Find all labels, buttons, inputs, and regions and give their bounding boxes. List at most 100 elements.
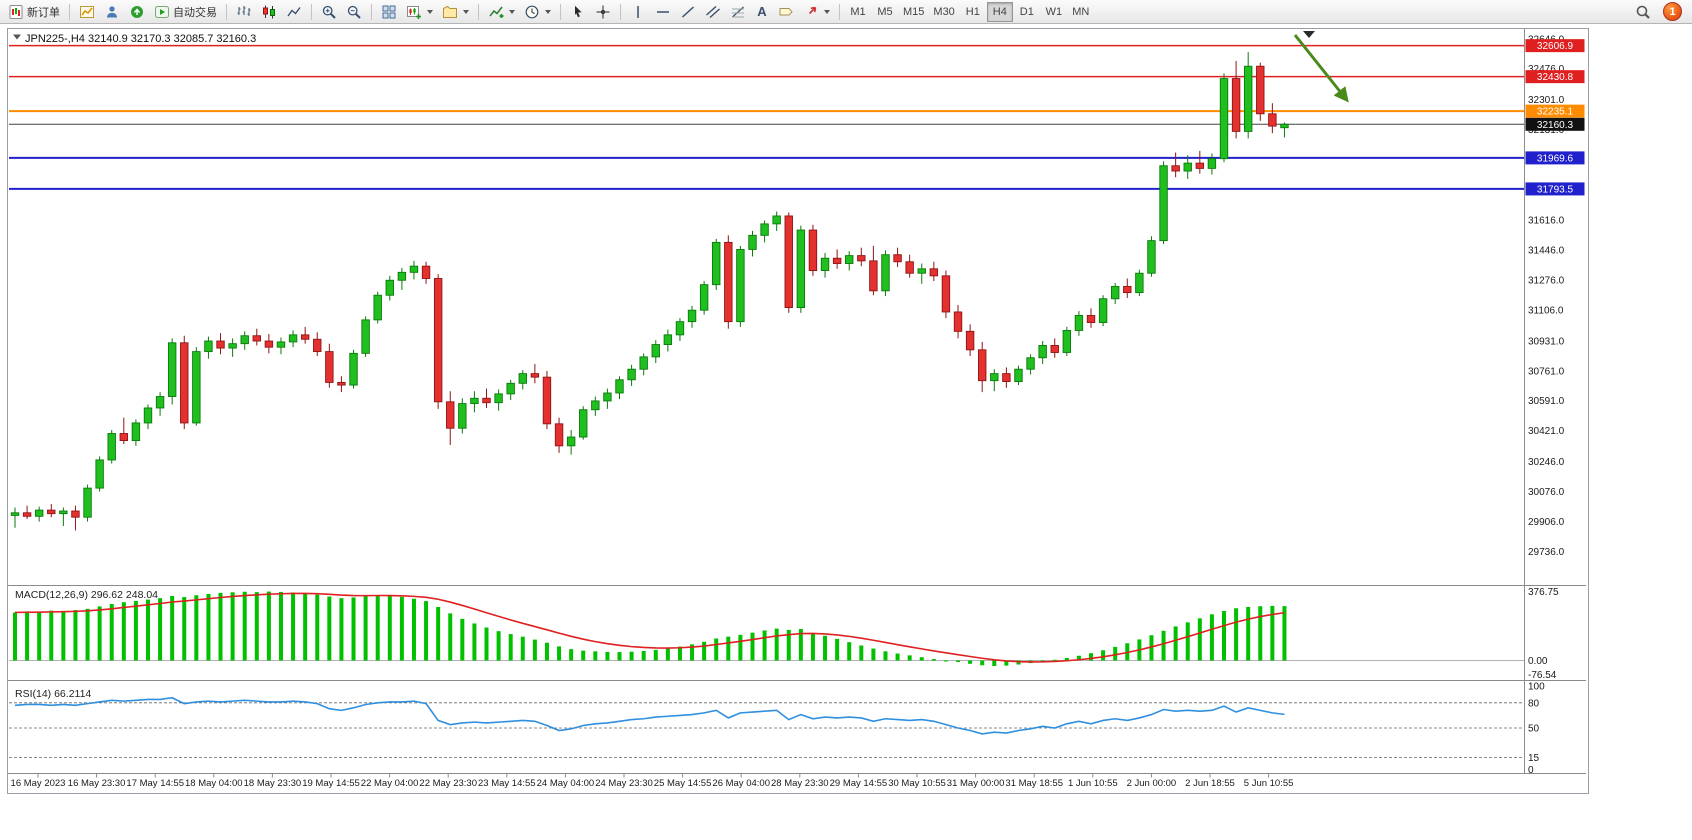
periods-button[interactable] <box>520 2 555 22</box>
cursor-button[interactable] <box>566 2 590 22</box>
timeframe-m30-button[interactable]: M30 <box>929 2 958 22</box>
channel-button[interactable] <box>701 2 725 22</box>
crosshair-button[interactable] <box>591 2 615 22</box>
profiles-button[interactable] <box>438 2 473 22</box>
toolbar-separator <box>839 3 840 20</box>
candles <box>10 52 1289 531</box>
chart-shift-marker-icon <box>1303 31 1315 38</box>
label-button[interactable] <box>774 2 798 22</box>
macd-label: MACD(12,26,9) 296.62 248.04 <box>15 589 158 601</box>
candlestick-chart-button[interactable] <box>257 2 281 22</box>
indicators-icon <box>489 6 504 18</box>
dropdown-caret-icon <box>509 9 515 14</box>
data-window-button[interactable] <box>100 2 124 22</box>
horizontal-line-button[interactable] <box>651 2 675 22</box>
zoom-out-button[interactable] <box>342 2 366 22</box>
chart-window: 32646.032476.032301.032131.031961.031791… <box>7 28 1589 794</box>
timeframe-mn-button[interactable]: MN <box>1068 2 1094 22</box>
timeframe-w1-button[interactable]: W1 <box>1041 2 1067 22</box>
trendline-button[interactable] <box>676 2 700 22</box>
text-button[interactable]: A <box>751 2 773 22</box>
new-order-label: 新订单 <box>27 6 60 19</box>
svg-text:23 May 14:55: 23 May 14:55 <box>478 778 536 789</box>
timeframe-m1-button[interactable]: M1 <box>845 2 871 22</box>
svg-text:19 May 14:55: 19 May 14:55 <box>302 778 360 789</box>
vertical-line-button[interactable] <box>626 2 650 22</box>
fibonacci-button[interactable] <box>726 2 750 22</box>
text-label-icon <box>779 7 793 15</box>
toolbar: 新订单 自动交易 A M1 M5 M15 M30 H1 H4 D1 W1 MN … <box>0 0 1692 24</box>
svg-text:31 May 18:55: 31 May 18:55 <box>1005 778 1063 789</box>
autotrading-icon <box>155 5 169 18</box>
horizontal-level-lines[interactable] <box>9 44 1524 190</box>
new-order-button[interactable]: 新订单 <box>4 2 64 22</box>
data-window-icon <box>107 5 117 17</box>
timeframe-m5-button[interactable]: M5 <box>872 2 898 22</box>
svg-text:30246.0: 30246.0 <box>1528 457 1565 468</box>
symbol-dropdown-icon[interactable] <box>13 34 21 40</box>
svg-text:31276.0: 31276.0 <box>1528 276 1565 287</box>
svg-text:31616.0: 31616.0 <box>1528 216 1565 227</box>
svg-text:18 May 04:00: 18 May 04:00 <box>185 778 243 789</box>
arrows-button[interactable] <box>799 2 834 22</box>
navigator-icon <box>131 5 143 18</box>
autotrading-button[interactable]: 自动交易 <box>150 2 221 22</box>
search-icon <box>1636 5 1650 19</box>
svg-text:17 May 14:55: 17 May 14:55 <box>126 778 184 789</box>
zoom-in-icon <box>322 5 336 19</box>
profiles-icon <box>443 5 457 18</box>
svg-text:31106.0: 31106.0 <box>1528 306 1564 317</box>
svg-text:15: 15 <box>1528 753 1540 764</box>
new-chart-button[interactable] <box>402 2 437 22</box>
market-watch-icon <box>80 5 94 18</box>
svg-text:1 Jun 10:55: 1 Jun 10:55 <box>1068 778 1118 789</box>
chart-canvas[interactable]: 32646.032476.032301.032131.031961.031791… <box>8 29 1586 791</box>
indicators-button[interactable] <box>484 2 519 22</box>
zoom-in-button[interactable] <box>317 2 341 22</box>
rsi-line <box>14 696 1285 735</box>
rsi-pane: 100 80 50 150 <box>9 682 1545 776</box>
toolbar-separator <box>478 3 479 20</box>
svg-text:29 May 14:55: 29 May 14:55 <box>830 778 888 789</box>
svg-text:32606.9: 32606.9 <box>1537 41 1574 52</box>
svg-text:32476.0: 32476.0 <box>1528 64 1565 75</box>
svg-text:24 May 23:30: 24 May 23:30 <box>595 778 653 789</box>
trend-arrow-annotation[interactable] <box>1293 34 1349 103</box>
timeframe-m15-button[interactable]: M15 <box>899 2 928 22</box>
svg-text:80: 80 <box>1528 698 1540 709</box>
navigator-button[interactable] <box>125 2 149 22</box>
svg-text:100: 100 <box>1528 682 1545 693</box>
svg-text:26 May 04:00: 26 May 04:00 <box>712 778 770 789</box>
market-watch-button[interactable] <box>75 2 99 22</box>
toolbar-separator <box>226 3 227 20</box>
candlestick-chart-icon <box>263 5 275 18</box>
svg-text:50: 50 <box>1528 724 1540 735</box>
svg-text:32430.8: 32430.8 <box>1537 72 1574 83</box>
notification-badge[interactable]: 1 <box>1663 2 1682 21</box>
svg-text:16 May 23:30: 16 May 23:30 <box>68 778 126 789</box>
arrow-shapes-icon <box>808 6 817 14</box>
tile-windows-button[interactable] <box>377 2 401 22</box>
timeframe-h1-button[interactable]: H1 <box>960 2 986 22</box>
dropdown-caret-icon <box>824 9 830 14</box>
svg-text:30076.0: 30076.0 <box>1528 487 1565 498</box>
search-button[interactable] <box>1631 2 1655 22</box>
svg-text:31 May 00:00: 31 May 00:00 <box>947 778 1005 789</box>
line-chart-button[interactable] <box>282 2 306 22</box>
toolbar-separator <box>560 3 561 20</box>
svg-text:25 May 14:55: 25 May 14:55 <box>654 778 712 789</box>
cursor-icon <box>575 5 582 17</box>
bar-chart-button[interactable] <box>232 2 256 22</box>
timeframe-h4-button[interactable]: H4 <box>986 1 1013 22</box>
svg-text:30421.0: 30421.0 <box>1528 426 1565 437</box>
svg-text:0: 0 <box>1528 765 1534 776</box>
autotrading-label: 自动交易 <box>173 6 217 19</box>
toolbar-separator <box>311 3 312 20</box>
clock-icon <box>525 5 539 18</box>
svg-text:30761.0: 30761.0 <box>1528 366 1565 377</box>
timeframe-d1-button[interactable]: D1 <box>1014 2 1040 22</box>
dropdown-caret-icon <box>545 9 551 14</box>
svg-text:31446.0: 31446.0 <box>1528 246 1565 257</box>
price-badges: 32606.9 32430.8 32235.1 31969.6 31793.5 32160… <box>1525 39 1585 196</box>
zoom-out-icon <box>347 5 361 19</box>
